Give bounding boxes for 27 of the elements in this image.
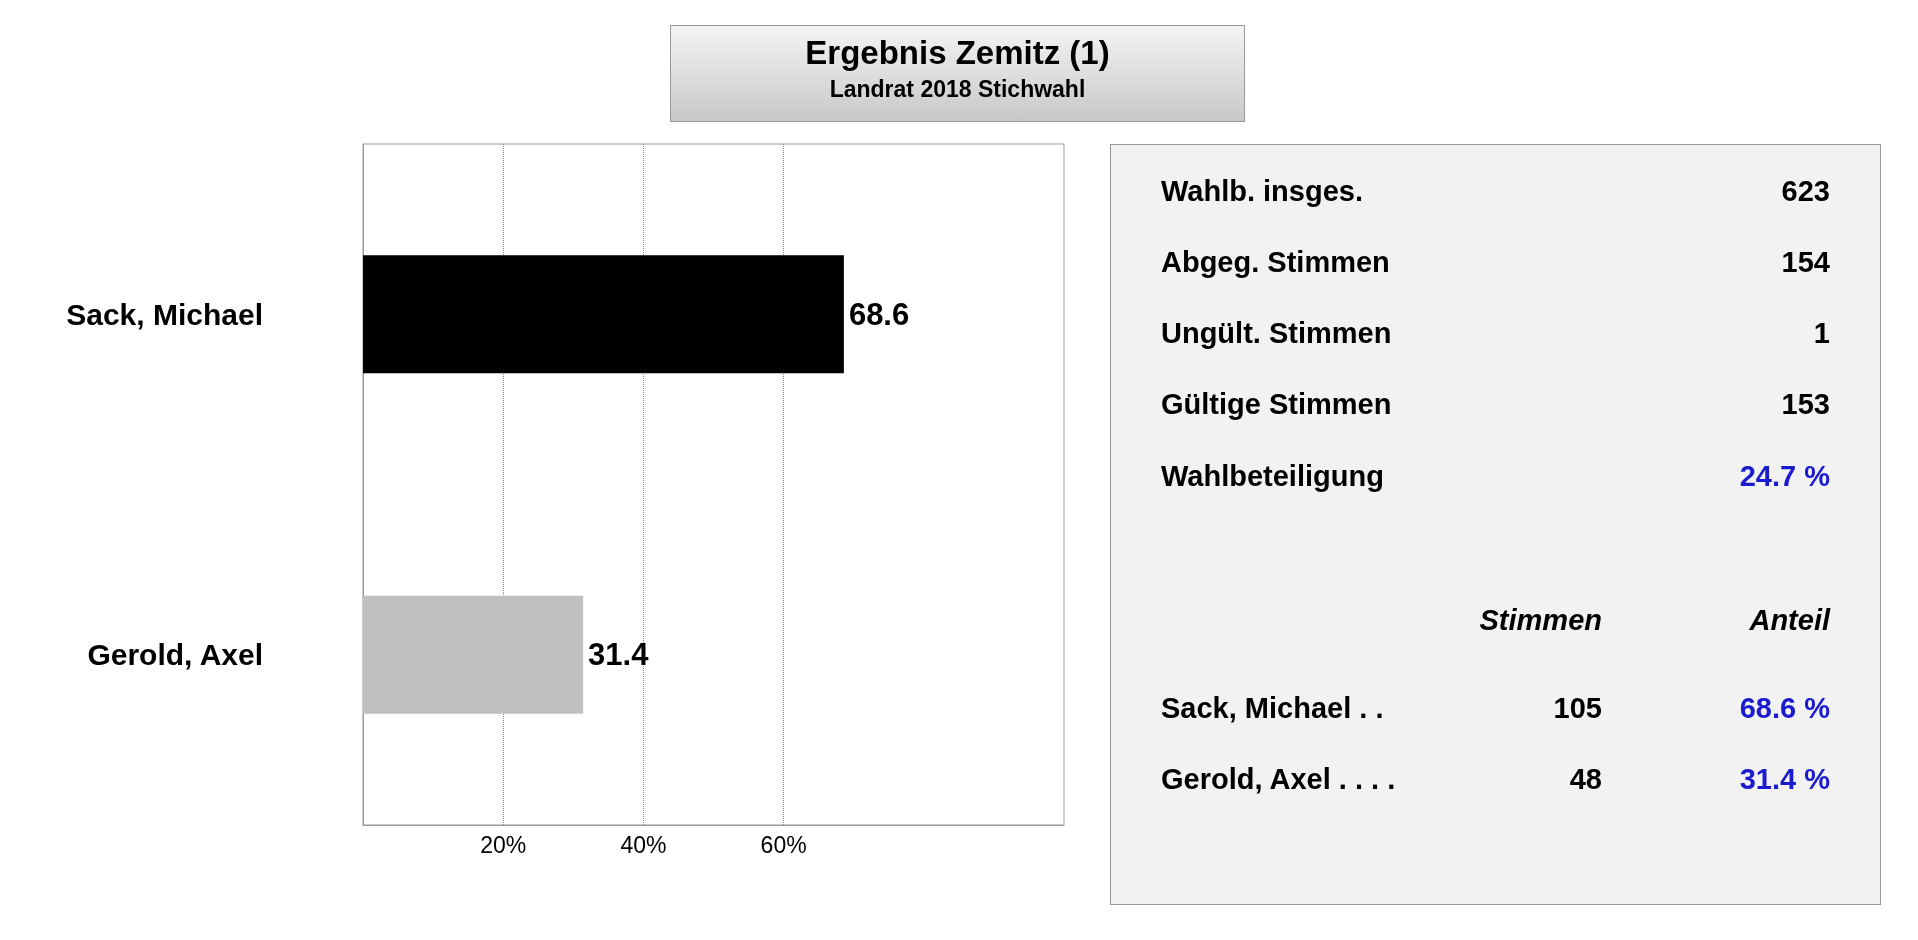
x-tick-label: 20%	[480, 831, 527, 858]
text: Wahlb. insges.	[1161, 175, 1363, 208]
text: Wahlbeteiligung	[1161, 460, 1384, 493]
text: Gültige Stimmen	[1161, 388, 1392, 421]
y-tick-label: Sack, Michael	[66, 297, 263, 331]
x-tick-label: 40%	[620, 831, 667, 858]
y-tick-label: Gerold, Axel	[87, 638, 263, 672]
text: 24.7 %	[1739, 460, 1830, 493]
text: Anteil	[1749, 604, 1830, 637]
text: Sack, Michael . .	[1161, 692, 1384, 725]
text: 31.4 %	[1739, 763, 1830, 796]
text: 48	[1569, 763, 1602, 796]
chart-title: Ergebnis Zemitz (1)	[804, 34, 1111, 72]
text: 154	[1781, 246, 1830, 279]
text: Stimmen	[1479, 604, 1602, 637]
text: 105	[1553, 692, 1602, 725]
data-label: 68.6	[848, 296, 910, 332]
chart-subtitle: Landrat 2018 Stichwahl	[828, 76, 1087, 103]
data-label: 31.4	[588, 637, 650, 673]
text: Ungült. Stimmen	[1161, 317, 1392, 350]
text: 153	[1781, 388, 1830, 421]
text: 68.6 %	[1739, 692, 1830, 725]
text: Abgeg. Stimmen	[1161, 246, 1390, 279]
x-tick-label: 60%	[760, 831, 807, 858]
text: 623	[1781, 175, 1830, 208]
text: Gerold, Axel . . . .	[1161, 763, 1396, 796]
text: 1	[1813, 317, 1830, 350]
